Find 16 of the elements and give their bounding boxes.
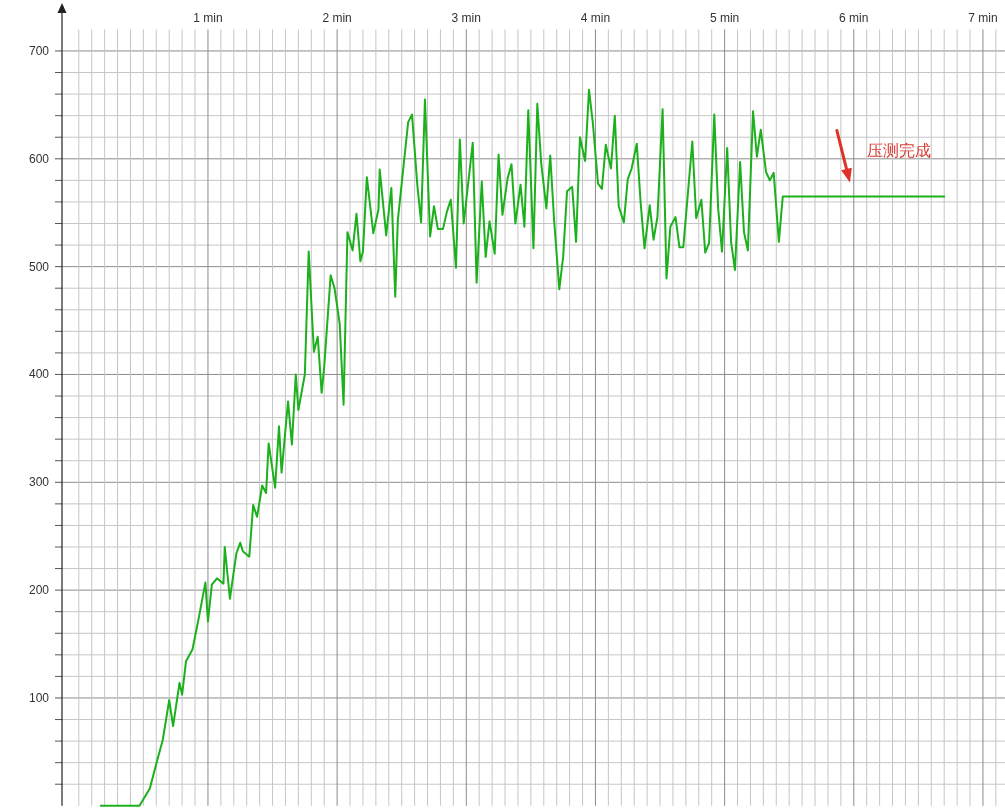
x-tick-label: 3 min	[451, 11, 481, 25]
annotation: 压测完成	[866, 141, 931, 159]
y-tick-label: 300	[28, 475, 50, 490]
y-tick-label: 600	[28, 151, 50, 166]
y-tick-label: 400	[28, 367, 50, 382]
y-tick-label: 200	[28, 583, 50, 598]
x-tick-label: 2 min	[322, 11, 352, 25]
x-tick-label: 7 min	[968, 11, 998, 25]
y-tick-label: 700	[28, 43, 50, 58]
x-tick-label: 6 min	[839, 11, 869, 25]
y-tick-label: 100	[28, 690, 50, 705]
x-tick-label: 4 min	[580, 11, 611, 25]
y-tick-label: 500	[28, 259, 50, 274]
line-series	[99, 88, 946, 807]
x-tick-label: 5 min	[709, 11, 740, 25]
x-tick-label: 1 min	[193, 11, 223, 25]
